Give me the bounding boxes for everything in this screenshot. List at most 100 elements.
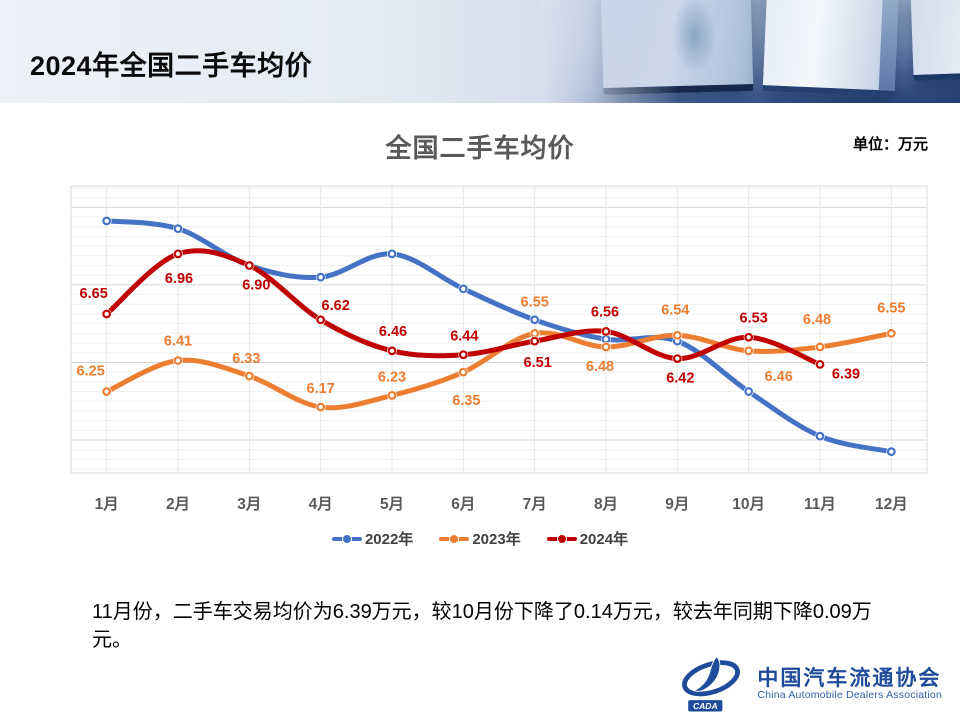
data-point	[672, 330, 682, 340]
legend-marker-icon	[331, 536, 362, 541]
data-point	[387, 346, 397, 356]
data-point	[173, 356, 183, 365]
x-axis-label: 11月	[804, 495, 836, 513]
x-axis-label: 5月	[380, 495, 404, 513]
data-point	[173, 249, 183, 259]
x-axis-label: 2月	[166, 495, 190, 513]
slide-title: 2024年全国二手车均价	[30, 51, 313, 81]
data-point	[529, 336, 540, 347]
data-point	[815, 359, 825, 370]
legend-item-2023年: 2023年	[439, 528, 521, 549]
data-label: 6.54	[661, 302, 689, 318]
data-point	[529, 314, 540, 325]
data-point	[601, 341, 611, 352]
data-point	[886, 328, 896, 338]
data-point	[744, 332, 754, 342]
data-point	[102, 216, 112, 226]
slide-header: 2024年全国二手车均价	[0, 0, 960, 103]
data-label: 6.23	[378, 369, 406, 385]
data-point	[316, 272, 326, 282]
data-label: 6.90	[242, 278, 270, 294]
data-point	[886, 328, 897, 339]
footer-logo: CADA 中国汽车流通协会 China Automobile Dealers A…	[673, 654, 942, 714]
data-point	[530, 315, 540, 325]
data-point	[244, 260, 255, 271]
data-point	[173, 224, 183, 234]
x-axis-label: 12月	[875, 495, 908, 513]
data-point	[458, 284, 468, 294]
data-point	[315, 402, 326, 413]
legend-marker-icon	[546, 536, 577, 541]
series-2023年	[101, 328, 897, 413]
cada-logo-icon: CADA	[682, 655, 741, 712]
data-point	[744, 387, 754, 396]
data-point	[672, 354, 682, 363]
data-point	[315, 272, 326, 283]
data-point	[244, 260, 255, 271]
x-axis-label: 3月	[237, 495, 261, 513]
data-point	[387, 391, 397, 400]
data-point	[101, 386, 112, 397]
x-axis-labels: 1月 2月 3月 4月 5月 6月 7月 8月 9月 10月 11月 12月	[95, 495, 908, 513]
data-label: 6.35	[452, 393, 480, 409]
x-axis-label: 6月	[451, 495, 475, 513]
data-point	[601, 342, 611, 352]
x-axis-label: 7月	[523, 495, 547, 513]
logo-name-cn: 中国汽车流通协会	[757, 665, 942, 690]
logo-text: 中国汽车流通协会 China Automobile Dealers Associ…	[757, 665, 942, 702]
data-point	[101, 308, 112, 319]
legend-marker-icon	[439, 536, 470, 541]
data-label: 6.62	[322, 298, 350, 314]
data-point	[173, 248, 183, 259]
data-label: 6.55	[877, 300, 905, 316]
legend-item-2024年: 2024年	[546, 528, 629, 549]
data-point	[744, 346, 754, 356]
data-label: 6.53	[740, 310, 768, 326]
data-point	[886, 447, 896, 457]
data-point	[815, 431, 825, 441]
data-point	[458, 367, 469, 378]
series-2024年	[101, 248, 825, 370]
header-photo-fade	[540, 0, 680, 103]
cube-icon	[910, 0, 960, 82]
data-point	[244, 371, 254, 381]
data-point	[743, 386, 754, 397]
data-point	[672, 336, 683, 347]
data-point	[529, 328, 540, 339]
unit-label: 单位：万元	[852, 136, 928, 153]
series-2024年-labels: 6.65 6.96 6.90 6.62 6.46 6.44 6.51 6.56 6.42 6.53…	[80, 271, 861, 387]
legend-label: 2022年	[364, 531, 414, 548]
series-2023年-line	[104, 330, 894, 411]
data-label: 6.44	[450, 329, 478, 345]
data-point	[387, 249, 397, 259]
data-point	[102, 309, 112, 319]
data-point	[815, 360, 825, 369]
data-label: 6.48	[803, 312, 831, 328]
data-label: 6.56	[591, 304, 619, 320]
data-label: 6.41	[164, 334, 192, 350]
x-axis-label: 10月	[732, 495, 765, 513]
data-point	[458, 283, 469, 294]
data-point	[387, 390, 397, 401]
data-point	[743, 332, 754, 343]
data-point	[458, 350, 468, 360]
series-2024年-line	[104, 248, 823, 367]
header-graphic	[540, 0, 960, 103]
data-point	[672, 353, 683, 364]
x-axis-label: 4月	[309, 495, 333, 513]
grid	[70, 185, 928, 474]
data-point	[530, 328, 540, 338]
data-point	[316, 315, 326, 325]
series-2023年-labels: 6.25 6.41 6.33 6.17 6.23 6.35 6.55 6.48 6.54 6.46…	[77, 294, 906, 409]
data-point	[173, 355, 183, 366]
logo-name-en: China Automobile Dealers Association	[757, 688, 942, 701]
legend-label: 2024年	[579, 531, 629, 548]
data-point	[244, 261, 254, 270]
legend-label: 2023年	[472, 531, 521, 548]
data-point	[601, 326, 611, 337]
data-point	[815, 431, 825, 442]
legend-item-2022年: 2022年	[331, 528, 414, 549]
data-label: 6.17	[307, 381, 335, 397]
data-label: 6.46	[379, 324, 407, 340]
